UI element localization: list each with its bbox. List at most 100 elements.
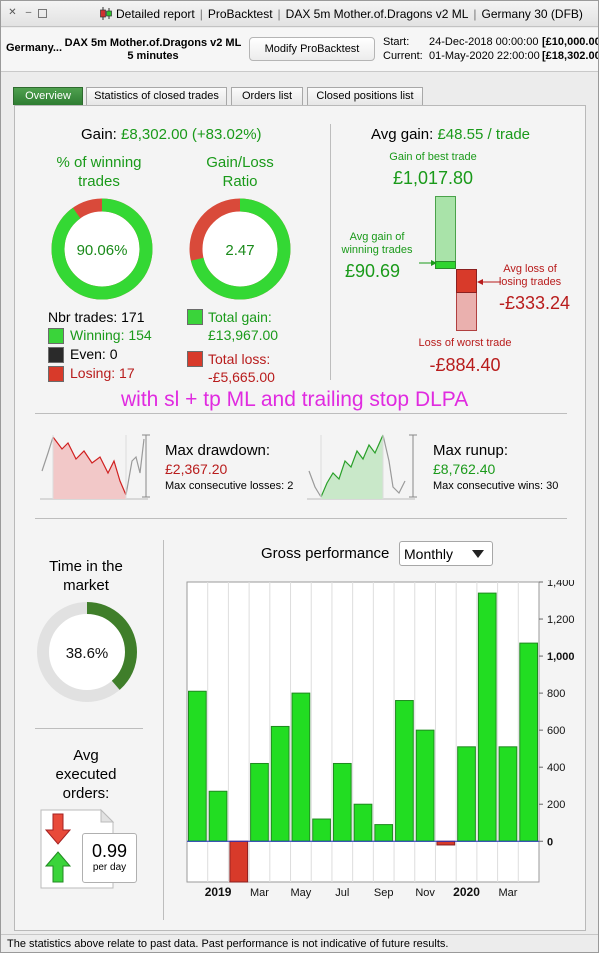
avg-gain-label: Avg gain: <box>371 126 434 143</box>
avg-loss-label-line2: losing trades <box>498 276 562 288</box>
avg-loss-arrow-icon <box>477 279 501 285</box>
max-drawdown-value: £2,367.20 <box>165 461 228 477</box>
orders-per-day-unit: per day <box>92 862 127 873</box>
tab-statistics-closed-trades[interactable]: Statistics of closed trades <box>86 87 227 105</box>
period-dropdown-value: Monthly <box>404 546 454 562</box>
start-date: 24-Dec-2018 00:00:00 <box>429 36 539 48</box>
divider-left <box>35 728 143 729</box>
max-runup-label: Max runup: <box>433 442 509 459</box>
losing-value: 17 <box>119 365 135 381</box>
avg-win-label-line2: winning trades <box>341 244 413 256</box>
tab-closed-positions-list[interactable]: Closed positions list <box>307 87 423 105</box>
time-in-market-title: Time in the market <box>29 557 143 595</box>
total-loss-label: Total loss: <box>208 351 271 367</box>
bar-positive <box>477 592 497 842</box>
worst-trade-value: -£884.40 <box>429 355 501 375</box>
tab-orders-list[interactable]: Orders list <box>231 87 303 105</box>
even-value: 0 <box>109 346 118 362</box>
instrument-name: Germany... <box>6 42 63 54</box>
x-tick-label: Mar <box>250 887 269 899</box>
runup-sparkline <box>307 434 417 500</box>
avg-orders-title: Avg executed orders: <box>29 746 143 803</box>
x-tick-label: 2020 <box>453 885 480 899</box>
period-dropdown[interactable]: Monthly <box>399 541 493 566</box>
time-in-market-title-line1: Time in the <box>49 558 123 575</box>
winning-value: 154 <box>128 327 152 343</box>
max-consecutive-wins: Max consecutive wins: 30 <box>433 480 559 492</box>
title-part-report: Detailed report <box>116 7 195 21</box>
time-in-market-title-line2: market <box>63 577 109 594</box>
gain-label: Gain: <box>81 126 117 143</box>
gain-summary: Gain: £8,302.00 (+83.02%) <box>81 126 262 143</box>
total-loss: Total loss: -£5,665.00 <box>208 350 275 386</box>
losing-count: Losing: 17 <box>70 365 135 381</box>
bar-positive <box>415 729 435 842</box>
winning-pct-value: 90.06% <box>77 242 128 259</box>
max-consecutive-losses: Max consecutive losses: 2 <box>165 480 294 492</box>
y-tick-label: 400 <box>547 762 565 774</box>
max-drawdown-label: Max drawdown: <box>165 442 271 459</box>
y-tick-label: 0 <box>547 836 553 848</box>
avg-win-label: Avg gain of winning trades <box>337 231 417 257</box>
gross-performance-chart: 0 200 400 600 800 1,000 1,200 1,400 2019 Mar May Ju… <box>186 580 575 899</box>
total-gain-swatch <box>187 309 203 325</box>
x-tick-label: Sep <box>374 887 394 899</box>
minimize-icon[interactable]: – <box>25 7 32 18</box>
bar-positive <box>208 790 228 842</box>
title-part-probacktest: ProBacktest <box>207 7 273 21</box>
winning-pct-title: % of winning trades <box>39 153 159 191</box>
avg-orders-title-line1: Avg <box>73 747 99 764</box>
total-loss-value: -£5,665.00 <box>208 369 275 385</box>
x-tick-label: 2019 <box>205 885 232 899</box>
bar-positive <box>291 692 311 842</box>
gain-value: £8,302.00 (+83.02%) <box>121 126 262 143</box>
chevron-down-icon <box>472 550 484 558</box>
avg-win-label-line1: Avg gain of <box>349 231 405 243</box>
title-bar: ✕ – Detailed report | ProBacktest | DAX 5m M… <box>1 1 598 27</box>
bar-positive <box>353 803 373 842</box>
bar-positive <box>188 690 207 842</box>
report-header: Germany... DAX 5m Mother.of.Dragons v2 M… <box>1 28 598 72</box>
time-in-market-value: 38.6% <box>66 645 109 662</box>
gain-loss-ratio-value: 2.47 <box>225 242 254 259</box>
divider-top <box>35 413 567 414</box>
x-tick-label: Nov <box>415 887 435 899</box>
tab-overview[interactable]: Overview <box>13 87 83 105</box>
maximize-icon[interactable] <box>38 9 47 18</box>
time-in-market-donut: 38.6% <box>37 602 137 702</box>
total-gain: Total gain: £13,967.00 <box>208 308 278 344</box>
even-count: Even: 0 <box>70 346 118 362</box>
close-icon[interactable]: ✕ <box>8 7 17 18</box>
bar-positive <box>250 762 269 842</box>
bar-positive <box>519 642 539 842</box>
title-part-instrument: Germany 30 (DFB) <box>481 7 583 21</box>
start-capital: [£10,000.00 <box>542 36 599 48</box>
losing-legend-swatch <box>48 366 64 382</box>
avg-win-value: £90.69 <box>345 261 401 281</box>
total-gain-value: £13,967.00 <box>208 327 279 343</box>
avg-orders-title-line2: executed <box>55 766 117 783</box>
gain-loss-title-line1: Gain/Loss <box>206 154 274 171</box>
buy-arrow-icon <box>44 851 72 883</box>
y-tick-label: 600 <box>547 725 565 737</box>
x-tick-label: May <box>290 887 311 899</box>
total-loss-swatch <box>187 351 203 367</box>
window-title: Detailed report | ProBacktest | DAX 5m Mothe… <box>99 7 583 21</box>
even-label: Even: <box>70 346 106 362</box>
bar-positive <box>498 746 518 842</box>
bar-negative <box>436 840 456 846</box>
modify-probacktest-button[interactable]: Modify ProBacktest <box>249 37 375 61</box>
strategy-title: DAX 5m Mother.of.Dragons v2 ML <box>64 37 242 49</box>
section-divider <box>330 124 331 380</box>
gain-loss-donut-gain-arc <box>189 198 291 300</box>
losing-label: Losing: <box>70 365 116 381</box>
winning-pct-title-line2: trades <box>78 173 120 190</box>
sell-arrow-icon <box>44 813 72 845</box>
bar-positive <box>270 725 290 842</box>
current-date: 01-May-2020 22:00:00 <box>429 50 540 62</box>
divider-middle <box>35 518 567 519</box>
current-label: Current: <box>383 50 423 62</box>
overview-panel: Gain: £8,302.00 (+83.02%) % of winning t… <box>14 105 586 931</box>
orders-per-day-value: 0.99 <box>91 841 128 861</box>
